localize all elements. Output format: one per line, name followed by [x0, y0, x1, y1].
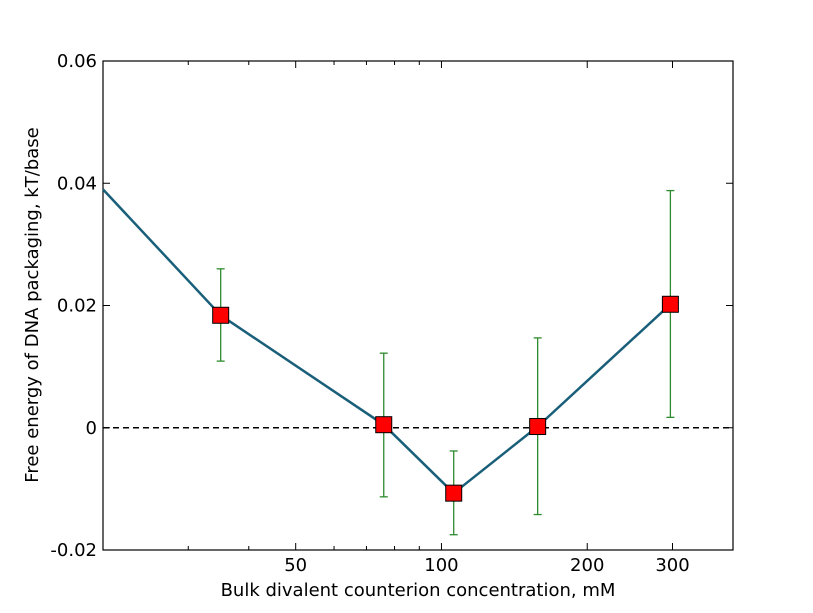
series-line	[102, 188, 672, 495]
y-tick-label: 0.02	[57, 296, 97, 317]
x-tick-label: 200	[570, 555, 604, 576]
data-point-marker	[661, 295, 679, 313]
y-tick-label: -0.02	[50, 540, 97, 561]
plot-frame	[102, 60, 734, 551]
y-axis-label: Free energy of DNA packaging, kT/base	[22, 127, 43, 482]
data-point-marker	[375, 416, 393, 434]
data-point-marker	[445, 484, 463, 502]
y-tick-label: 0.06	[57, 51, 97, 72]
x-tick-label: 100	[424, 555, 458, 576]
plot-area: -0.02 0 0.02 0.04 0.06 50 100 200 300	[50, 51, 734, 576]
y-tick-label: 0.04	[57, 173, 97, 194]
y-tick-label: 0	[86, 418, 97, 439]
x-axis-label: Bulk divalent counterion concentration, …	[221, 580, 616, 601]
data-point-marker	[212, 306, 230, 324]
x-tick-label: 50	[284, 555, 307, 576]
x-tick-label: 300	[655, 555, 689, 576]
data-point-marker	[529, 418, 547, 436]
